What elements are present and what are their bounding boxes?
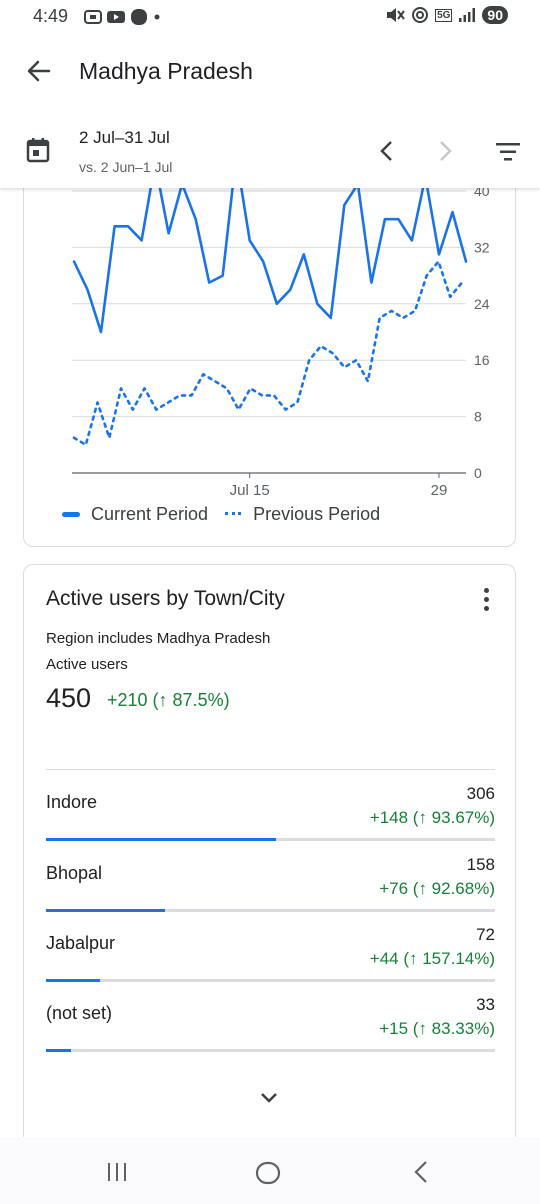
share-bar-fill (46, 979, 100, 982)
share-bar-track (46, 979, 495, 982)
app-header: Madhya Pradesh (0, 46, 540, 98)
mute-icon (387, 8, 405, 22)
town-city-card: Active users by Town/City Region include… (23, 564, 516, 1164)
more-options-icon[interactable] (476, 585, 496, 615)
share-bar-track (46, 1049, 495, 1052)
current-period-swatch (62, 512, 80, 517)
current-period-line (72, 171, 468, 334)
card-title: Active users by Town/City (46, 587, 285, 610)
city-value: 33 (476, 995, 495, 1014)
network-type: 5G (435, 8, 453, 22)
city-change: +76 (↑ 92.68%) (379, 879, 495, 898)
recent-apps-icon[interactable] (105, 1161, 129, 1183)
trend-chart-card: 0 8 16 24 32 40 Jul 15 29 Current Period Previo… (23, 170, 516, 547)
y-tick-label: 24 (474, 296, 490, 312)
legend-previous-label: Previous Period (253, 504, 381, 524)
city-value: 72 (476, 925, 495, 944)
table-row[interactable]: (not set) 33 +15 (↑ 83.33%) (46, 981, 495, 1052)
share-bar-fill (46, 909, 165, 912)
y-tick-label: 32 (474, 239, 490, 255)
chevron-down-icon[interactable] (257, 1090, 281, 1106)
status-time: 4:49 (33, 6, 69, 26)
back-arrow-icon[interactable] (26, 58, 52, 84)
city-change: +44 (↑ 157.14%) (369, 949, 495, 968)
screenshot-icon (84, 10, 102, 24)
table-divider (46, 769, 495, 770)
x-tick-label: 29 (431, 482, 448, 499)
y-tick-label: 16 (474, 352, 490, 368)
city-change: +15 (↑ 83.33%) (379, 1019, 495, 1038)
previous-period-line (72, 260, 464, 447)
share-bar-fill (46, 1049, 71, 1052)
table-row[interactable]: Indore 306 +148 (↑ 93.67%) (46, 770, 495, 841)
table-row[interactable]: Jabalpur 72 +44 (↑ 157.14%) (46, 911, 495, 982)
city-name: Bhopal (46, 863, 103, 883)
page-title: Madhya Pradesh (79, 58, 253, 84)
metric-total: 450 (46, 683, 92, 713)
y-tick-label: 0 (474, 465, 482, 481)
hotspot-icon (412, 7, 429, 23)
previous-period-swatch (225, 511, 242, 518)
youtube-icon (107, 11, 125, 23)
share-bar-fill (46, 838, 276, 841)
date-range-label[interactable]: 2 Jul–31 Jul (79, 128, 170, 147)
previous-period-button[interactable] (378, 140, 396, 162)
table-row[interactable]: Bhopal 158 +76 (↑ 92.68%) (46, 841, 495, 912)
y-tick-label: 8 (474, 409, 482, 425)
home-icon[interactable] (255, 1161, 281, 1185)
region-note: Region includes Madhya Pradesh (46, 630, 271, 647)
x-tick-label: Jul 15 (230, 482, 270, 499)
compare-range-label: vs. 2 Jun–1 Jul (79, 159, 173, 175)
city-value: 158 (466, 855, 495, 874)
nav-back-icon[interactable] (410, 1160, 432, 1184)
next-period-button[interactable] (436, 140, 454, 162)
battery-level: 90 (482, 6, 508, 24)
system-icons: 5G 90 (385, 6, 508, 24)
city-value: 306 (466, 784, 495, 803)
city-name: (not set) (46, 1003, 113, 1023)
legend-current-label: Current Period (91, 504, 209, 524)
chart-legend: Current Period Previous Period (62, 504, 380, 525)
filter-icon[interactable] (495, 141, 521, 163)
city-name: Jabalpur (46, 933, 116, 953)
share-bar-track (46, 909, 495, 912)
city-change: +148 (↑ 93.67%) (369, 808, 495, 827)
city-name: Indore (46, 792, 98, 812)
more-notifications-dot-icon (154, 14, 160, 20)
date-range-bar: 2 Jul–31 Jul vs. 2 Jun–1 Jul (0, 118, 540, 188)
notification-icons (84, 8, 162, 26)
status-bar: 4:49 5G 90 (0, 0, 540, 34)
calendar-icon[interactable] (26, 137, 50, 163)
signal-icon (459, 8, 476, 22)
system-nav-bar (0, 1137, 540, 1204)
metric-total-change: +210 (↑ 87.5%) (107, 690, 230, 710)
app-notification-icon (131, 9, 147, 25)
metric-name: Active users (46, 656, 128, 673)
